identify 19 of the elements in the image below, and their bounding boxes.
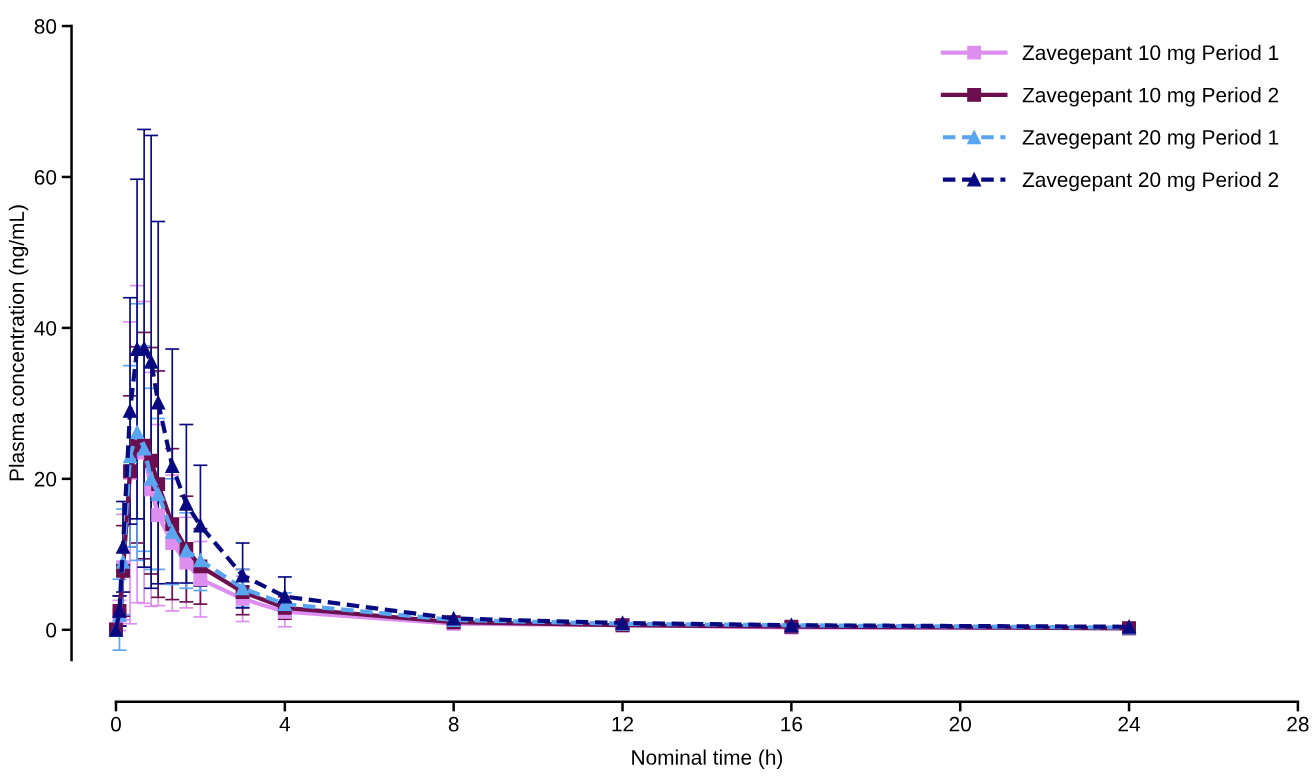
x-tick-label: 16 bbox=[781, 716, 803, 732]
legend-label: Zavegepant 20 mg Period 1 bbox=[1022, 129, 1279, 149]
y-tick-label: 20 bbox=[34, 471, 57, 487]
x-tick-label: 4 bbox=[279, 717, 291, 732]
y-tick-label: 60 bbox=[34, 169, 57, 185]
legend-label: Zavegepant 20 mg Period 2 bbox=[1022, 171, 1279, 192]
x-axis-title: Nominal time (h) bbox=[632, 749, 783, 769]
y-tick-label: 0 bbox=[46, 622, 57, 638]
x-tick-label: 12 bbox=[612, 716, 634, 732]
x-tick-label: 20 bbox=[949, 716, 971, 732]
x-tick-label: 0 bbox=[111, 716, 121, 732]
x-tick-label: 24 bbox=[1118, 716, 1141, 732]
legend-label: Zavegepant 10 mg Period 2 bbox=[1022, 87, 1279, 107]
legend-label: Zavegepant 10 mg Period 1 bbox=[1022, 44, 1279, 65]
y-axis-title: Plasma concentration (ng/mL) bbox=[8, 205, 29, 481]
y-tick-label: 80 bbox=[34, 19, 57, 34]
x-tick-label: 8 bbox=[448, 716, 459, 732]
x-tick-label: 28 bbox=[1287, 716, 1309, 732]
y-tick-label: 40 bbox=[34, 320, 57, 336]
